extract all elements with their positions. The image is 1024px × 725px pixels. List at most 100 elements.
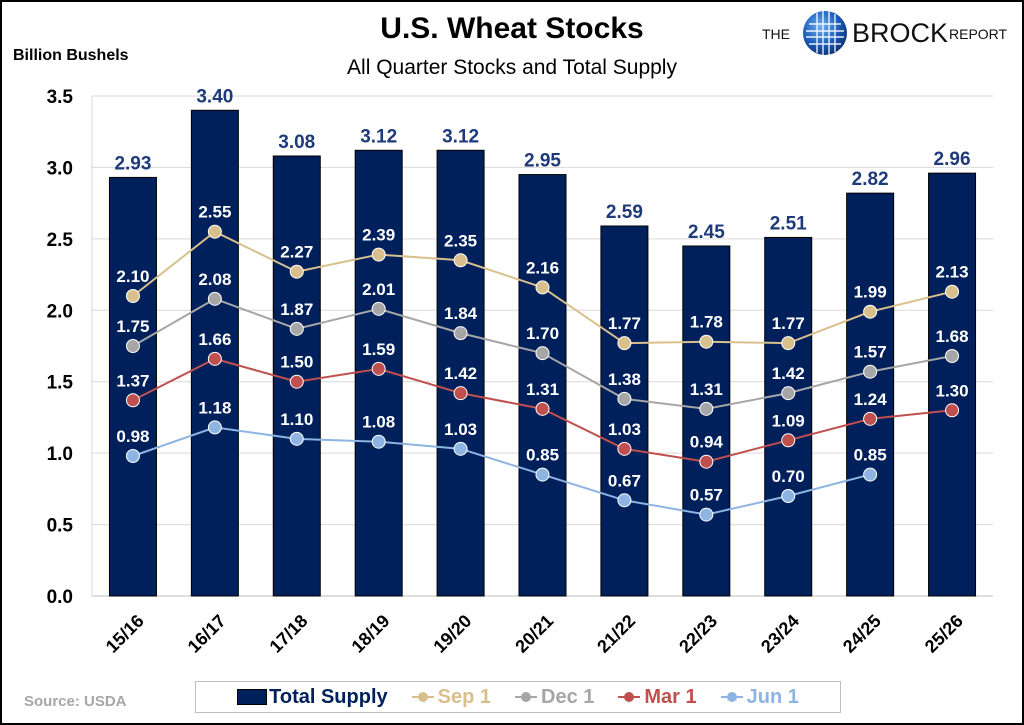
point-value-label: 0.57 [690,486,723,505]
x-tick-label: 19/20 [429,611,475,657]
bar-value-label: 2.51 [770,213,807,234]
bar-total-supply [518,174,567,597]
legend-item-dec-1[interactable]: Dec 1 [513,686,594,709]
point-value-label: 2.39 [362,226,395,245]
legend-line-marker-icon [410,690,436,704]
logo-the-text: THE [762,26,790,42]
point-value-label: 1.42 [772,364,805,383]
data-point-marker [699,334,714,349]
x-tick-label: 15/16 [102,611,148,657]
data-point-marker [781,386,796,401]
bar-total-supply [600,225,649,597]
y-axis-unit-label: Billion Bushels [13,47,129,64]
legend-line-marker-icon [719,690,745,704]
chart-subtitle: All Quarter Stocks and Total Supply [347,56,677,79]
bar-value-label: 2.96 [934,149,971,170]
point-value-label: 0.94 [690,433,724,452]
legend-label: Total Supply [269,685,388,708]
point-value-label: 1.10 [280,410,313,429]
logo-brock-text: BROCK [852,18,948,48]
data-point-marker [453,386,468,401]
point-value-label: 1.57 [854,343,887,362]
quarter-lines [125,224,960,522]
point-value-label: 1.66 [198,330,231,349]
y-tick-label: 2.5 [47,230,74,251]
point-value-label: 0.67 [608,471,641,490]
data-point-marker [453,326,468,341]
data-point-marker [535,280,550,295]
data-point-marker [535,467,550,482]
point-value-label: 1.77 [608,314,641,333]
y-tick-label: 0.0 [47,587,73,608]
point-value-label: 1.42 [444,364,477,383]
point-value-label: 1.31 [690,380,723,399]
data-point-marker [371,361,386,376]
bar-labels: 2.93 3.40 3.08 3.12 3.12 2.95 2.59 2.45 2.51 2.82… [114,86,970,243]
data-point-marker [535,401,550,416]
logo-report-text: REPORT [949,26,1008,42]
bar-value-label: 2.93 [114,153,151,174]
bar-value-label: 3.12 [442,126,479,147]
y-tick-label: 0.5 [47,516,74,537]
point-value-label: 1.03 [608,420,641,439]
legend-label: Jun 1 [746,685,799,708]
x-axis-ticks: 15/16 16/17 17/18 18/19 19/20 20/21 21/22 22/23… [102,611,967,657]
data-point-marker [781,489,796,503]
bar-value-label: 3.12 [360,126,397,147]
point-value-label: 0.85 [854,446,887,465]
data-point-marker [617,493,632,508]
bar-total-supply [846,192,895,597]
point-labels: 2.10 2.55 2.27 2.39 2.35 2.16 1.77 1.78 1.77 1.99… [116,203,968,505]
point-value-label: 1.70 [526,324,559,343]
data-point-marker [207,224,222,239]
x-tick-label: 17/18 [266,611,312,657]
legend-item-jun-1[interactable]: Jun 1 [719,686,799,709]
point-value-label: 2.27 [280,243,313,262]
legend-item-sep-1[interactable]: Sep 1 [410,686,491,709]
data-point-marker [207,420,222,435]
data-point-marker [617,391,632,406]
point-value-label: 2.13 [935,263,968,282]
data-point-marker [945,403,960,418]
data-point-marker [781,433,796,448]
bar-value-label: 2.45 [688,222,725,243]
legend-label: Sep 1 [437,685,491,708]
bar-total-supply [436,149,485,597]
data-point-marker [617,441,632,456]
bar-value-label: 3.08 [278,132,315,153]
legend-label: Dec 1 [541,685,595,708]
point-value-label: 1.84 [444,304,478,323]
y-tick-label: 1.5 [47,373,74,394]
legend: Total Supply Sep 1 Dec 1 Mar 1 Jun 1 [195,681,841,713]
data-point-marker [699,454,714,469]
data-point-marker [371,301,386,316]
bar-total-supply [764,236,813,597]
y-tick-label: 1.0 [47,444,73,465]
point-value-label: 0.70 [772,467,805,486]
point-value-label: 1.68 [935,327,968,346]
point-value-label: 1.08 [362,413,395,432]
point-value-label: 1.09 [772,411,805,430]
legend-item-total-supply[interactable]: Total Supply [237,686,388,709]
x-tick-label: 18/19 [348,611,394,657]
data-point-marker [371,247,386,262]
x-tick-label: 23/24 [757,611,803,657]
data-point-marker [863,304,878,319]
point-value-label: 2.35 [444,231,477,250]
x-tick-label: 24/25 [839,611,885,657]
legend-item-mar-1[interactable]: Mar 1 [616,686,697,709]
bar-value-label: 2.82 [852,169,889,190]
point-value-label: 1.03 [444,420,477,439]
y-tick-label: 3.0 [47,158,73,179]
point-value-label: 1.30 [935,381,968,400]
point-value-label: 2.55 [198,203,231,222]
point-value-label: 1.77 [772,314,805,333]
x-tick-label: 25/26 [921,611,967,657]
point-value-label: 2.01 [362,280,395,299]
x-tick-label: 16/17 [184,611,230,657]
point-value-label: 2.10 [116,267,149,286]
bar-value-label: 2.59 [606,202,643,223]
point-value-label: 1.37 [116,371,149,390]
data-point-marker [125,449,140,463]
chart-title: U.S. Wheat Stocks [380,12,644,45]
